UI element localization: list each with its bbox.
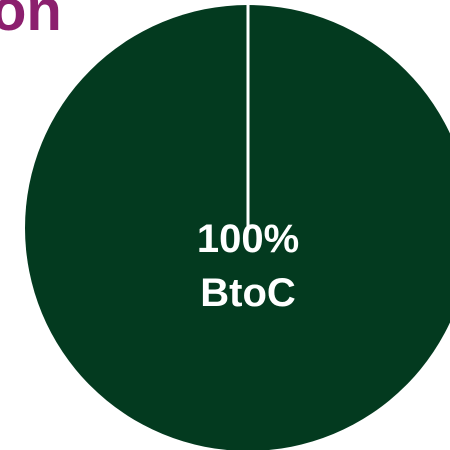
- data-label: 100%: [197, 217, 299, 261]
- chart-title: on: [0, 0, 62, 43]
- pie-slice: [25, 5, 450, 450]
- category-label: BtoC: [200, 271, 296, 315]
